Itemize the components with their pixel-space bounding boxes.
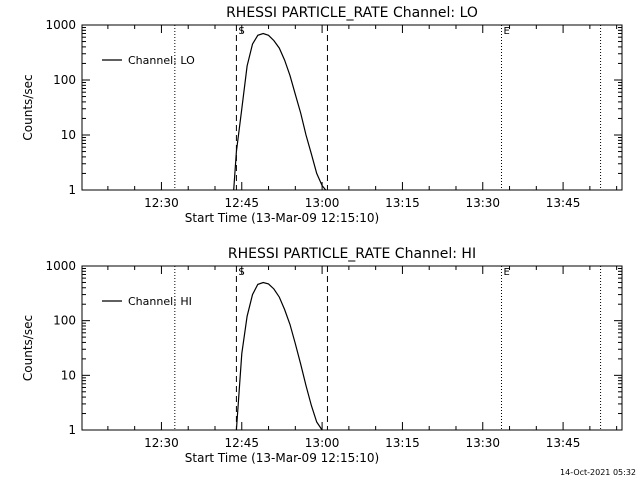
x-axis-label: Start Time (13-Mar-09 12:15:10) [185, 451, 379, 465]
x-tick-label: 12:30 [144, 436, 179, 450]
x-tick-label: 12:30 [144, 196, 179, 210]
time-marker-label: E [504, 267, 510, 278]
plot-frame [81, 24, 623, 191]
series-line [235, 281, 323, 431]
time-marker-label: E [504, 26, 510, 37]
x-axis-label: Start Time (13-Mar-09 12:15:10) [185, 211, 379, 225]
y-tick-label: 1000 [45, 259, 76, 273]
x-tick-label: 13:45 [546, 196, 581, 210]
footer-timestamp: 14-Oct-2021 05:32 [560, 468, 636, 477]
y-tick-label: 1 [68, 423, 76, 437]
series-line [233, 32, 327, 191]
y-axis-label: Counts/sec [21, 74, 35, 140]
chart-title: RHESSI PARTICLE_RATE Channel: LO [226, 5, 478, 21]
chart-title: RHESSI PARTICLE_RATE Channel: HI [228, 246, 476, 262]
y-tick-label: 1 [68, 183, 76, 197]
y-tick-label: 100 [53, 73, 76, 87]
x-tick-label: 13:15 [385, 196, 420, 210]
x-tick-label: 13:45 [546, 436, 581, 450]
legend-label: Channel: LO [128, 54, 195, 67]
y-tick-label: 1000 [45, 18, 76, 32]
x-tick-label: 13:00 [305, 436, 340, 450]
y-tick-label: 10 [61, 128, 76, 142]
y-tick-label: 10 [61, 368, 76, 382]
y-axis-label: Counts/sec [21, 315, 35, 381]
x-tick-label: 12:45 [224, 196, 259, 210]
legend-label: Channel: HI [128, 295, 192, 308]
y-tick-label: 100 [53, 314, 76, 328]
x-tick-label: 13:00 [305, 196, 340, 210]
x-tick-label: 13:30 [465, 436, 500, 450]
x-tick-label: 13:15 [385, 436, 420, 450]
x-tick-label: 12:45 [224, 436, 259, 450]
plot-frame [81, 265, 623, 431]
x-tick-label: 13:30 [465, 196, 500, 210]
